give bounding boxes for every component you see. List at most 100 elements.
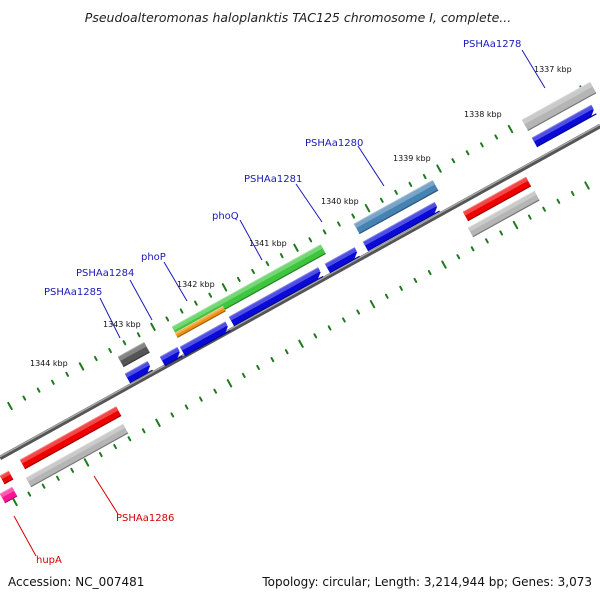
inner-tick: [241, 372, 246, 378]
scale-label-1341: 1341 kbp: [249, 239, 287, 248]
gene-bar-pshaa1286[interactable]: [19, 406, 122, 470]
gene-bar-pshaa1285[interactable]: [117, 342, 150, 368]
outer-tick: [480, 142, 484, 148]
inner-tick: [313, 333, 318, 339]
leader-pshaa1285: [99, 297, 121, 339]
leader-hupa: [13, 515, 37, 557]
outer-tick: [465, 150, 470, 156]
inner-tick: [70, 467, 75, 473]
leader-phoq: [239, 219, 263, 261]
gene-bar-grey-upper[interactable]: [467, 190, 540, 238]
outer-tick: [451, 158, 456, 164]
outer-tick: [494, 134, 499, 140]
outer-tick: [379, 197, 384, 203]
outer-tick: [78, 362, 85, 371]
scale-label-1338: 1338 kbp: [464, 110, 502, 119]
inner-tick: [369, 300, 376, 309]
cds-pshaa1284[interactable]: [159, 346, 183, 367]
inner-tick: [399, 285, 403, 291]
inner-tick: [542, 206, 546, 212]
gene-label-hupa[interactable]: hupA: [36, 555, 62, 566]
inner-tick: [556, 198, 561, 204]
outer-tick: [337, 221, 341, 227]
outer-tick: [150, 322, 156, 332]
gene-bar-pshaa1278[interactable]: [521, 81, 597, 132]
outer-tick: [322, 229, 327, 235]
gene-bar-hupa[interactable]: [0, 470, 14, 485]
outer-tick: [507, 124, 514, 134]
reverse-gene-labels: PSHAa1286 hupA: [36, 513, 174, 566]
inner-tick: [56, 475, 60, 481]
scale-labels: 1337 kbp 1338 kbp 1339 kbp 1340 kbp 1341…: [30, 65, 572, 368]
inner-tick: [226, 379, 233, 388]
outer-tick: [265, 260, 270, 267]
leader-pshaa1281: [295, 183, 323, 223]
outer-tick: [122, 340, 127, 346]
outer-tick-row: [7, 85, 585, 411]
gene-label-pshaa1286[interactable]: PSHAa1286: [116, 513, 174, 524]
scale-label-1339: 1339 kbp: [393, 154, 431, 163]
leader-phop: [163, 261, 188, 302]
inner-tick: [527, 214, 532, 220]
leader-pshaa1286: [93, 475, 119, 515]
leader-pshaa1280: [357, 145, 385, 187]
outer-tick: [165, 316, 170, 322]
outer-tick: [194, 300, 198, 306]
inner-tick: [98, 451, 103, 458]
gene-bar-pshaa1286-cds[interactable]: [25, 423, 129, 488]
inner-tick: [83, 458, 90, 467]
inner-tick: [470, 246, 475, 252]
cds-pshaa1281[interactable]: [228, 267, 324, 327]
outer-tick: [179, 308, 184, 314]
label-leaders: [13, 49, 546, 557]
gene-label-pshaa1278[interactable]: PSHAa1278: [463, 39, 521, 50]
accession-text: Accession: NC_007481: [8, 575, 144, 589]
outer-tick: [65, 371, 70, 377]
outer-tick: [422, 173, 427, 180]
gene-bar-pshaa1280[interactable]: [353, 179, 439, 235]
outer-tick: [208, 292, 213, 298]
outer-tick: [51, 379, 55, 385]
gene-label-pshaa1285[interactable]: PSHAa1285: [44, 287, 102, 298]
inner-tick: [356, 309, 361, 315]
cds-pshaa1285[interactable]: [124, 360, 153, 384]
inner-tick: [441, 260, 447, 269]
inner-tick: [199, 396, 203, 402]
outer-tick: [22, 395, 27, 401]
inner-tick: [256, 364, 260, 371]
inner-tick: [270, 356, 275, 363]
inner-tick: [427, 269, 432, 276]
outer-tick: [108, 348, 112, 354]
scale-label-1343: 1343 kbp: [103, 320, 141, 329]
inner-tick: [485, 238, 489, 244]
outer-tick: [293, 243, 299, 252]
gene-bar-hupa-cds[interactable]: [0, 486, 18, 504]
inner-tick: [512, 220, 519, 230]
outer-tick: [36, 387, 41, 393]
inner-tick: [570, 190, 575, 196]
gene-label-pshaa1280[interactable]: PSHAa1280: [305, 138, 363, 149]
chromosome-backbone: [0, 123, 600, 460]
gene-label-phoq[interactable]: phoQ: [212, 211, 239, 222]
inner-tick: [213, 388, 218, 394]
genome-summary-text: Topology: circular; Length: 3,214,944 bp…: [261, 575, 592, 589]
cds-phop[interactable]: [179, 321, 231, 357]
inner-tick: [127, 436, 132, 442]
cds-pshaa1280[interactable]: [362, 201, 440, 252]
outer-tick: [251, 268, 255, 275]
gene-label-phop[interactable]: phoP: [141, 252, 166, 263]
gene-label-pshaa1284[interactable]: PSHAa1284: [76, 268, 134, 279]
leader-pshaa1278: [521, 49, 546, 89]
gene-label-pshaa1281[interactable]: PSHAa1281: [244, 174, 302, 185]
gene-bar-orange-segment[interactable]: [174, 305, 226, 338]
scale-label-1342: 1342 kbp: [177, 280, 215, 289]
outer-tick: [236, 276, 241, 282]
gene-bar-red-upper[interactable]: [462, 176, 532, 222]
cds-pshaa1278[interactable]: [531, 104, 597, 148]
inner-tick: [155, 418, 161, 428]
inner-tick: [499, 230, 504, 236]
cds-phoq[interactable]: [324, 247, 360, 274]
inner-tick: [298, 339, 304, 348]
inner-tick: [456, 254, 461, 260]
